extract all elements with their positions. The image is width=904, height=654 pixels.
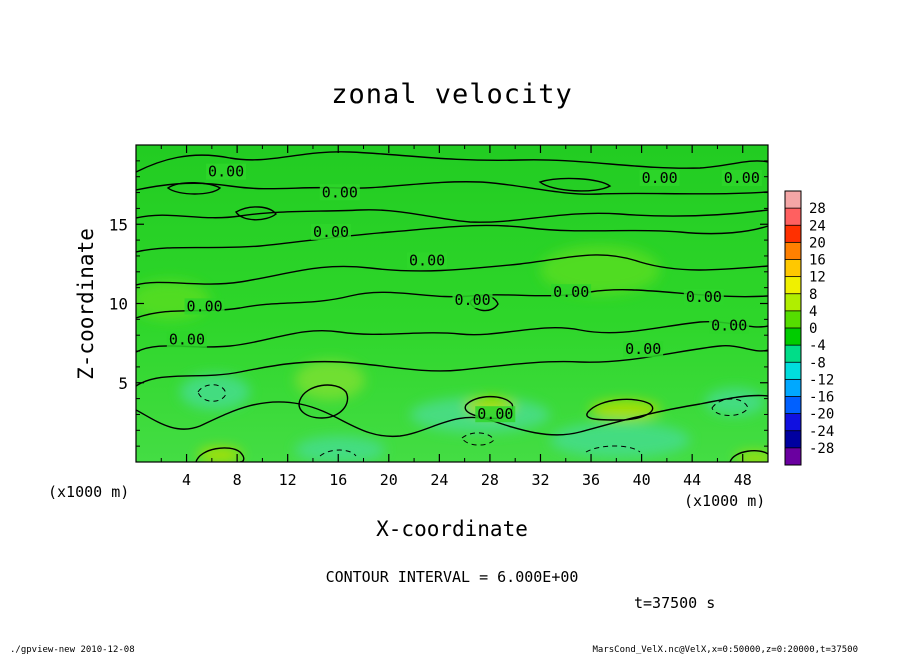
contour-label: 0.00 [169,331,205,349]
colorbar-label: 8 [809,287,817,303]
x-unit-right: (x1000 m) [684,492,765,510]
contour-label: 0.00 [724,169,760,187]
colorbar-label: 12 [809,270,826,286]
colorbar-swatch [785,191,801,209]
contour-label-bg [639,170,680,187]
contour-label: 0.00 [313,223,349,241]
chart-title: zonal velocity [331,79,573,110]
contour-label: 0.00 [455,291,491,309]
contour-label-bg [184,298,225,315]
colorbar-swatch [785,413,801,431]
colorbar-swatch [785,396,801,414]
contour-interval: CONTOUR INTERVAL = 6.000E+00 [326,568,579,586]
x-axis: 4 8 12 16 20 24 28 32 36 40 44 48 [160,145,752,489]
colorbar-label: 24 [809,218,826,234]
contour-label-bg [452,292,493,309]
contour-label: 0.00 [187,297,223,315]
colorbar-label: -20 [809,407,834,423]
colorbar-label: -12 [809,372,834,388]
y-tick-label: 10 [109,295,128,314]
footer-left: ./gpview-new 2010-12-08 [10,645,135,654]
contour-label: 0.00 [711,316,747,334]
x-tick-label: 28 [481,471,499,489]
x-unit-left: (x1000 m) [48,483,129,501]
colorbar-swatch [785,379,801,397]
contour-label: 0.00 [409,251,445,269]
x-tick-label: 12 [279,471,297,489]
x-tick-label: 24 [430,471,448,489]
contour-label-bg [407,252,448,269]
colorbar-swatch [785,430,801,448]
contour-label-bg [683,288,724,305]
colorbar-label: -4 [809,338,826,354]
contour-label: 0.00 [625,340,661,358]
contour-label: 0.00 [208,163,244,181]
colorbar-swatch [785,345,801,363]
x-tick-label: 4 [182,471,191,489]
y-axis: 5 10 15 [109,160,768,447]
colorbar-swatch [785,276,801,294]
y-tick-label: 15 [109,215,128,234]
contour-label: 0.00 [553,283,589,301]
contour-label-bg [709,317,750,334]
contour-label-bg [475,406,516,423]
contour-label-bg [166,331,207,348]
contour-labels: 0.00 0.00 0.00 0.00 0.00 0.00 0.00 0.00 0.00 0.00… [166,163,762,423]
y-tick-label: 5 [118,374,128,393]
contour-label-bg [623,341,664,358]
colorbar-label: 28 [809,201,826,217]
contour-lines [136,151,768,462]
time-label: t=37500 s [634,594,715,612]
contour-label-bg [721,170,762,187]
colorbar-label: -28 [809,441,834,457]
contour-label: 0.00 [322,183,358,201]
x-tick-label: 36 [582,471,600,489]
contour-label: 0.00 [686,288,722,306]
x-axis-label: X-coordinate [376,517,528,541]
colorbar-label: 20 [809,235,826,251]
negative-contours [197,384,749,457]
contour-label-bg [310,223,351,240]
colorbar-label: 4 [809,304,817,320]
x-tick-label: 20 [380,471,398,489]
contour-label-bg [319,184,360,201]
x-tick-label: 40 [633,471,651,489]
x-tick-label: 32 [531,471,549,489]
contour-label: 0.00 [642,169,678,187]
colorbar-label: -16 [809,390,834,406]
colorbar-label: 0 [809,321,817,337]
contour-label-bg [551,284,592,301]
colorbar-swatch [785,328,801,346]
colorbar-label: -24 [809,424,834,440]
colorbar-label: 16 [809,253,826,269]
colorbar-label: -8 [809,355,826,371]
colorbar-swatch [785,259,801,277]
contour-label-bg [206,163,247,180]
colorbar-swatch [785,362,801,380]
colorbar-swatch [785,447,801,465]
contour-label: 0.00 [477,405,513,423]
footer-right: MarsCond_VelX.nc@VelX,x=0:50000,z=0:2000… [592,645,858,654]
colorbar-swatch [785,293,801,311]
plot-area [136,145,768,462]
x-tick-label: 48 [734,471,752,489]
colorbar-swatch [785,208,801,226]
colorbar-swatch [785,310,801,328]
y-axis-label: Z-coordinate [74,228,98,380]
x-tick-label: 8 [233,471,242,489]
x-tick-label: 16 [329,471,347,489]
x-tick-label: 44 [683,471,701,489]
colorbar-swatch [785,242,801,260]
colorbar-swatch [785,225,801,243]
